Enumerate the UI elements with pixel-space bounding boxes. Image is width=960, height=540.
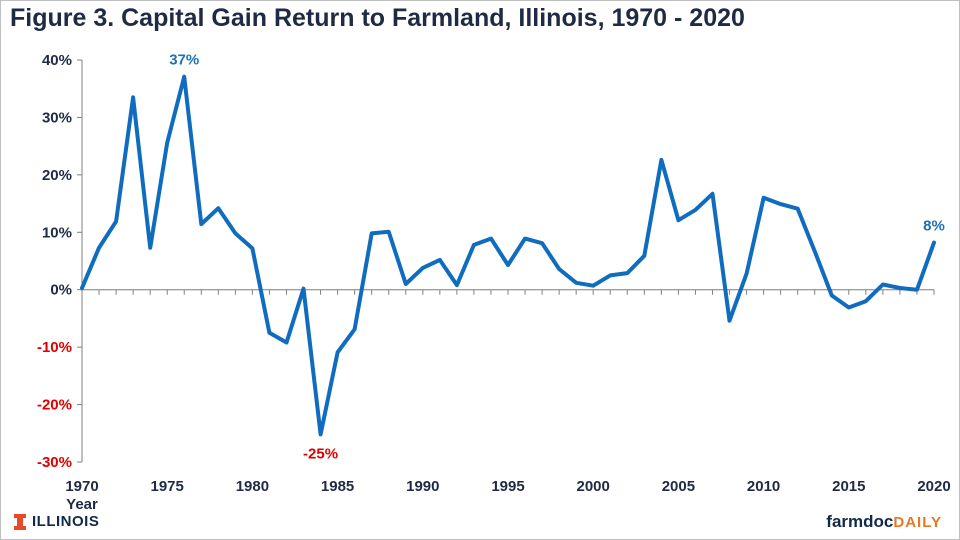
chart-title: Figure 3. Capital Gain Return to Farmlan… — [10, 4, 745, 32]
y-tick-label: -20% — [37, 397, 72, 414]
x-tick-label: 1980 — [236, 478, 269, 495]
x-axis-title: Year — [66, 496, 98, 513]
x-tick-label: 2010 — [747, 478, 780, 495]
x-tick-label: 1995 — [491, 478, 524, 495]
illinois-block-i-icon — [14, 513, 26, 530]
farmdoc-daily-brand: farmdocDAILY — [826, 512, 942, 532]
y-tick-label: 10% — [42, 224, 72, 241]
x-tick-label: 1990 — [406, 478, 439, 495]
x-tick-label: 1970 — [65, 478, 98, 495]
y-tick-label: 30% — [42, 109, 72, 126]
x-tick-label: 2000 — [577, 478, 610, 495]
x-tick-label: 2015 — [832, 478, 865, 495]
y-tick-label: -10% — [37, 339, 72, 356]
y-tick-label: 20% — [42, 167, 72, 184]
data-label: -25% — [303, 445, 338, 462]
illinois-brand: ILLINOIS — [14, 513, 99, 530]
y-tick-label: 40% — [42, 52, 72, 69]
illinois-brand-text: ILLINOIS — [32, 513, 100, 530]
y-tick-label: -30% — [37, 454, 72, 471]
farmdoc-brand-text: farmdoc — [826, 512, 894, 531]
data-label: 37% — [169, 52, 199, 69]
daily-brand-text: DAILY — [893, 514, 942, 531]
data-label: 8% — [923, 218, 945, 235]
x-tick-label: 2005 — [662, 478, 695, 495]
series-line — [80, 74, 936, 437]
x-tick-label: 1985 — [321, 478, 354, 495]
x-tick-label: 1975 — [151, 478, 184, 495]
y-tick-label: 0% — [50, 282, 72, 299]
x-tick-label: 2020 — [917, 478, 950, 495]
